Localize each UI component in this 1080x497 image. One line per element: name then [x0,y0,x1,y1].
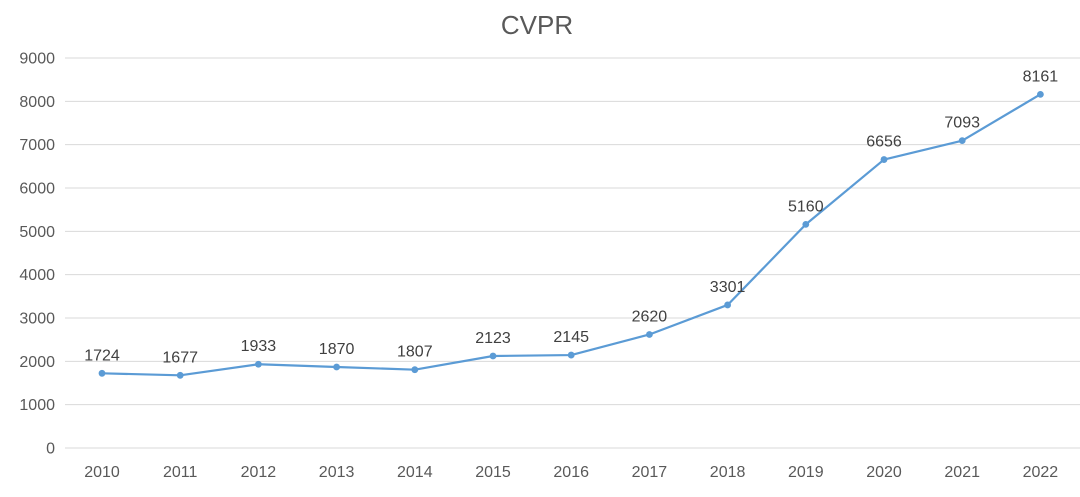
x-axis-labels: 2010 2011 2012 2013 2014 2015 2016 2017 2018 2019… [84,464,1058,481]
data-label-2020: 6656 [866,134,902,151]
data-label-2022: 8161 [1023,68,1059,85]
data-label-2013: 1870 [319,341,355,358]
data-label-2019: 5160 [788,198,824,215]
x-tick-label-2015: 2015 [475,464,511,481]
data-label-2015: 2123 [475,330,511,347]
y-tick-label-1000: 1000 [19,397,55,414]
data-point-2016 [567,351,575,359]
x-tick-label-2014: 2014 [397,464,433,481]
x-tick-label-2012: 2012 [241,464,277,481]
x-tick-label-2017: 2017 [632,464,668,481]
data-label-2021: 7093 [944,115,980,132]
y-axis-labels: 0 1000 2000 3000 4000 5000 6000 7000 8000 9000 [19,51,55,458]
y-tick-label-3000: 3000 [19,311,55,328]
data-label-2017: 2620 [632,308,668,325]
data-point-2017 [646,331,653,338]
y-tick-label-7000: 7000 [19,137,55,154]
x-tick-label-2018: 2018 [710,464,746,481]
x-tick-label-2020: 2020 [866,464,902,481]
data-point-2015 [489,352,497,360]
y-tick-label-6000: 6000 [19,181,55,198]
y-tick-label-4000: 4000 [19,267,55,284]
x-tick-label-2021: 2021 [944,464,980,481]
series-cvpr [98,90,1044,379]
data-labels: 1724 1677 1933 1870 1807 2123 2145 2620 3301 5160… [84,68,1058,366]
data-point-2014 [411,366,419,374]
data-point-2010 [98,369,106,377]
x-tick-label-2022: 2022 [1023,464,1059,481]
y-tick-label-0: 0 [46,441,55,458]
data-point-2019 [802,221,810,228]
data-point-2020 [880,156,888,163]
gridlines [65,57,1080,449]
y-tick-label-8000: 8000 [19,94,55,111]
x-tick-label-2016: 2016 [553,464,589,481]
data-label-2018: 3301 [710,279,746,296]
data-point-2021 [958,137,966,145]
data-label-2010: 1724 [84,347,120,364]
data-point-2012 [255,360,262,368]
x-tick-label-2011: 2011 [163,464,198,481]
chart-title: CVPR [501,10,573,40]
data-point-2018 [724,301,731,309]
data-label-2014: 1807 [397,344,433,361]
y-tick-label-2000: 2000 [19,354,55,371]
x-tick-label-2010: 2010 [84,464,120,481]
data-point-2022 [1037,90,1044,98]
data-label-2011: 1677 [162,349,198,366]
data-point-2011 [176,371,184,379]
data-point-2013 [333,363,340,371]
y-tick-label-5000: 5000 [19,224,55,241]
x-tick-label-2013: 2013 [319,464,355,481]
data-label-2016: 2145 [553,329,589,346]
y-tick-label-9000: 9000 [19,51,55,68]
data-label-2012: 1933 [241,338,277,355]
x-tick-label-2019: 2019 [788,464,824,481]
